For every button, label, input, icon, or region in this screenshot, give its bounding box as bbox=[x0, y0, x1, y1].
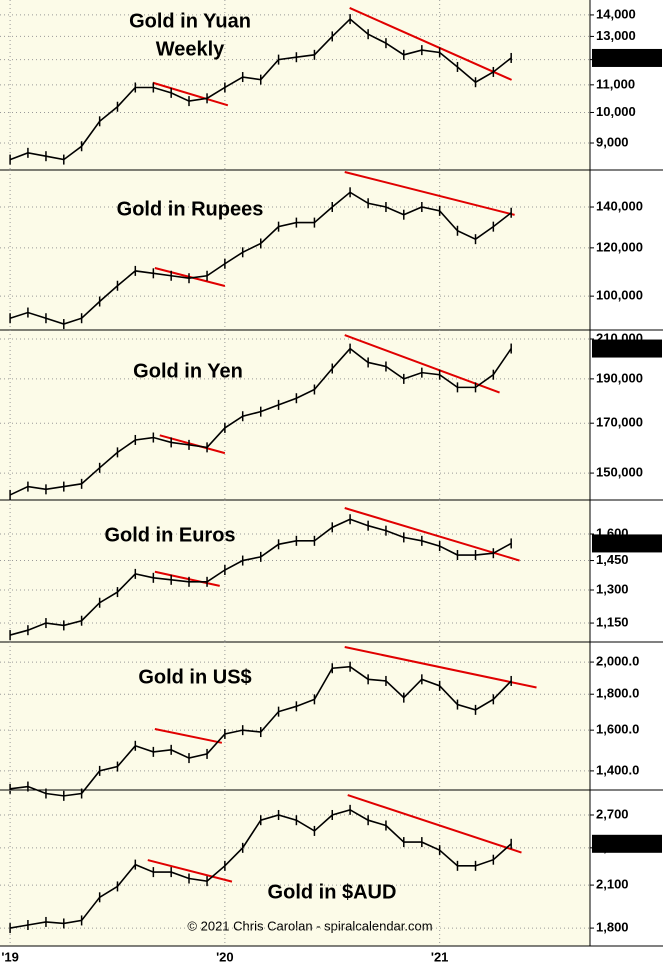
trend-line bbox=[154, 267, 226, 287]
y-tick-label: 2,700 bbox=[596, 806, 629, 821]
y-tick-label: 9,000 bbox=[596, 134, 629, 149]
last-price-label: 1,545 bbox=[596, 535, 629, 550]
panel-title: Gold in Yuan bbox=[129, 10, 251, 32]
trend-line bbox=[344, 646, 537, 689]
y-tick-label: 140,000 bbox=[596, 198, 643, 213]
panel-title: Gold in US$ bbox=[138, 666, 251, 688]
y-tick-label: 190,000 bbox=[596, 370, 643, 385]
last-price-box bbox=[592, 834, 662, 853]
y-tick-label: 1,150 bbox=[596, 614, 629, 629]
panel-title: Gold in Euros bbox=[104, 524, 235, 546]
panel-title: Gold in Yen bbox=[133, 360, 243, 382]
y-tick-label: 1,800.0 bbox=[596, 686, 639, 701]
y-tick-label: 1,450 bbox=[596, 552, 629, 567]
y-tick-label: 2,100 bbox=[596, 877, 629, 892]
panel-subtitle: Weekly bbox=[156, 38, 225, 60]
trend-line bbox=[347, 794, 522, 854]
last-price-box bbox=[592, 534, 662, 553]
y-tick-label: 11,000 bbox=[596, 76, 635, 91]
x-tick-label: '20 bbox=[216, 949, 234, 964]
y-tick-label: 13,000 bbox=[596, 28, 636, 43]
plot-background bbox=[0, 0, 590, 946]
panel-title: Gold in Rupees bbox=[117, 198, 264, 220]
last-price-box bbox=[592, 339, 662, 358]
footer: © 2021 Chris Carolan - spiralcalendar.co… bbox=[187, 918, 432, 933]
last-price-label: 205,034 bbox=[596, 340, 644, 355]
y-tick-label: 1,800 bbox=[596, 920, 629, 935]
last-price-box bbox=[592, 48, 662, 67]
trend-line bbox=[154, 728, 223, 744]
trend-line bbox=[147, 859, 233, 883]
trend-line bbox=[344, 507, 520, 562]
last-price-label: 2,435 bbox=[596, 835, 629, 850]
trend-line bbox=[344, 171, 515, 216]
y-tick-label: 10,000 bbox=[596, 104, 636, 119]
y-tick-label: 150,000 bbox=[596, 465, 643, 480]
y-tick-label: 2,000.0 bbox=[596, 654, 639, 669]
last-price-label: 12,069 bbox=[596, 49, 636, 64]
y-tick-label: 14,000 bbox=[596, 6, 636, 21]
x-tick-label: '19 bbox=[1, 949, 19, 964]
y-tick-label: 170,000 bbox=[596, 415, 643, 430]
y-tick-label: 1,300 bbox=[596, 581, 629, 596]
y-tick-label: 1,600.0 bbox=[596, 722, 639, 737]
y-tick-label: 120,000 bbox=[596, 239, 643, 254]
trend-line bbox=[344, 334, 500, 394]
y-tick-label: 1,400.0 bbox=[596, 762, 639, 777]
y-tick-label: 100,000 bbox=[596, 288, 643, 303]
trend-line bbox=[154, 570, 220, 587]
panel-title: Gold in $AUD bbox=[268, 881, 397, 903]
trend-line bbox=[152, 81, 229, 107]
x-tick-label: '21 bbox=[431, 949, 449, 964]
trend-line bbox=[349, 7, 513, 81]
